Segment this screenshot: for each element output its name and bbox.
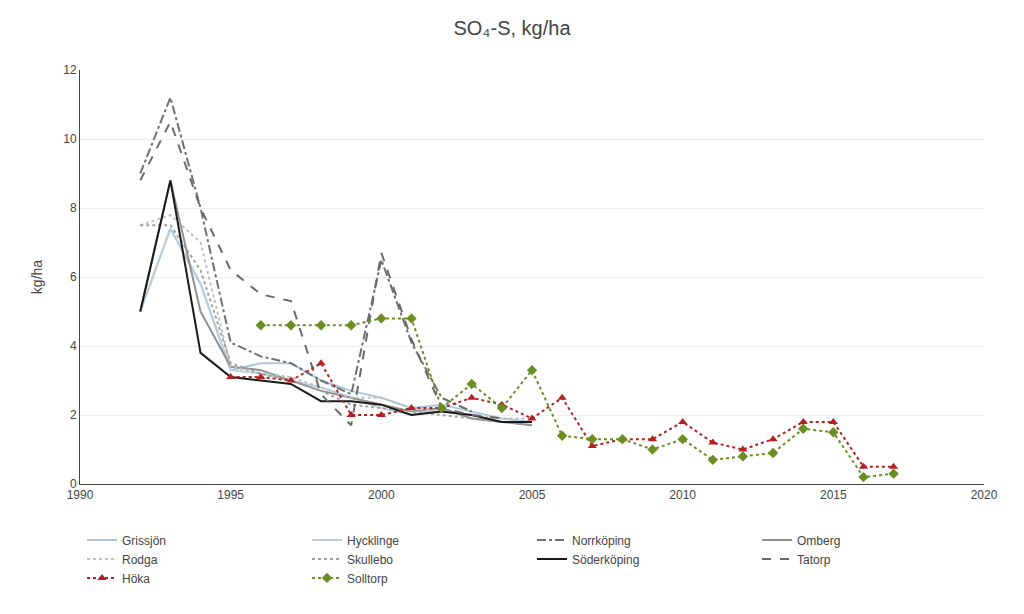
- svg-text:Söderköping: Söderköping: [572, 553, 639, 567]
- svg-text:2000: 2000: [368, 488, 395, 502]
- svg-text:10: 10: [63, 132, 77, 146]
- svg-text:Hycklinge: Hycklinge: [347, 534, 399, 548]
- svg-text:Rodga: Rodga: [122, 553, 158, 567]
- svg-text:2005: 2005: [519, 488, 546, 502]
- svg-text:2010: 2010: [669, 488, 696, 502]
- svg-text:2: 2: [70, 408, 77, 422]
- svg-text:Omberg: Omberg: [797, 534, 840, 548]
- svg-text:4: 4: [70, 339, 77, 353]
- svg-text:2020: 2020: [971, 488, 998, 502]
- svg-text:8: 8: [70, 201, 77, 215]
- svg-text:12: 12: [63, 63, 77, 77]
- svg-text:Tatorp: Tatorp: [797, 553, 831, 567]
- svg-text:kg/ha: kg/ha: [29, 260, 45, 294]
- svg-text:2015: 2015: [820, 488, 847, 502]
- svg-text:1995: 1995: [217, 488, 244, 502]
- svg-text:Solltorp: Solltorp: [347, 572, 388, 586]
- svg-text:Skullebo: Skullebo: [347, 553, 393, 567]
- svg-text:1990: 1990: [67, 488, 94, 502]
- svg-text:SO₄-S, kg/ha: SO₄-S, kg/ha: [453, 17, 571, 39]
- svg-text:6: 6: [70, 270, 77, 284]
- svg-text:Höka: Höka: [122, 572, 150, 586]
- svg-text:0: 0: [70, 477, 77, 491]
- svg-text:Grissjön: Grissjön: [122, 534, 166, 548]
- svg-text:Norrköping: Norrköping: [572, 534, 631, 548]
